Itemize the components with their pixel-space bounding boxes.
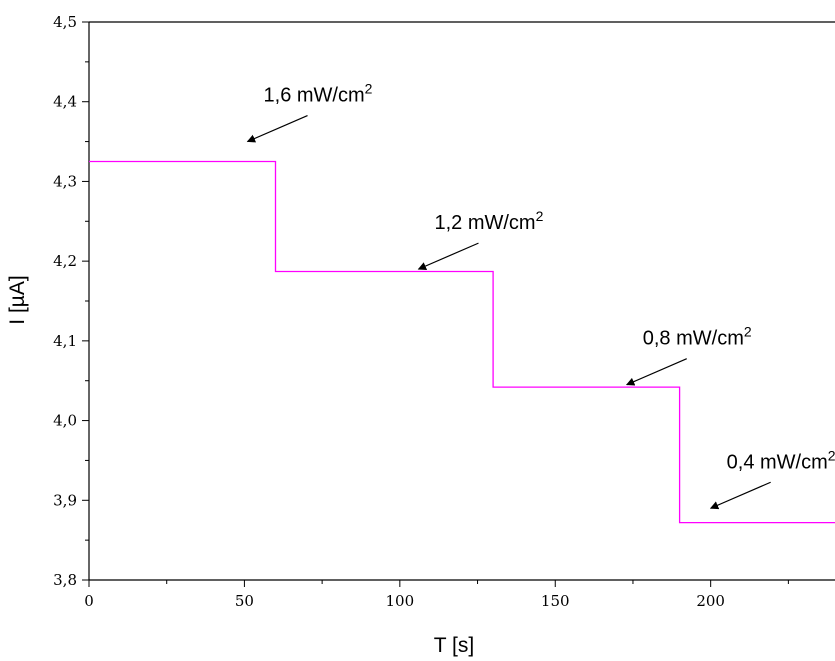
- series-line: [89, 160, 835, 524]
- y-tick-label: 4,0: [53, 412, 77, 430]
- annotation-label: 0,8 mW/cm2: [643, 324, 752, 350]
- x-axis-title: T [s]: [434, 634, 474, 657]
- plot-frame: [88, 21, 835, 581]
- y-tick-label: 3,9: [53, 491, 77, 509]
- y-axis-title: I [µA]: [6, 275, 29, 324]
- series-layer: [89, 160, 835, 524]
- x-axis: 0 50 100 150 200: [84, 580, 789, 610]
- y-tick-label: 4,1: [53, 332, 77, 350]
- annotation-arrow: [709, 481, 771, 510]
- annotation-label: 1,6 mW/cm2: [264, 81, 373, 107]
- y-axis: 3,8 3,9 4,0 4,1 4,2 4,3 4,4 4,5: [53, 13, 89, 589]
- y-tick-label: 3,8: [53, 571, 77, 589]
- annotation-arrow: [417, 242, 479, 270]
- y-tick-label: 4,5: [53, 13, 77, 31]
- x-tick-label: 50: [235, 592, 254, 610]
- annotation-layer: 1,6 mW/cm2 1,2 mW/cm2 0,8 mW/cm2 0,4 mW/cm2: [246, 81, 835, 510]
- y-tick-label: 4,2: [53, 252, 77, 270]
- annotation-label: 1,2 mW/cm2: [434, 208, 543, 234]
- x-tick-label: 150: [541, 592, 570, 610]
- x-tick-label: 0: [84, 592, 94, 610]
- x-tick-label: 100: [386, 592, 415, 610]
- x-tick-label: 200: [696, 592, 725, 610]
- y-tick-label: 4,4: [53, 93, 77, 111]
- annotation-arrow: [246, 115, 308, 143]
- annotation-label: 0,4 mW/cm2: [727, 447, 835, 473]
- y-tick-label: 4,3: [53, 172, 77, 190]
- annotation-arrow: [625, 358, 687, 386]
